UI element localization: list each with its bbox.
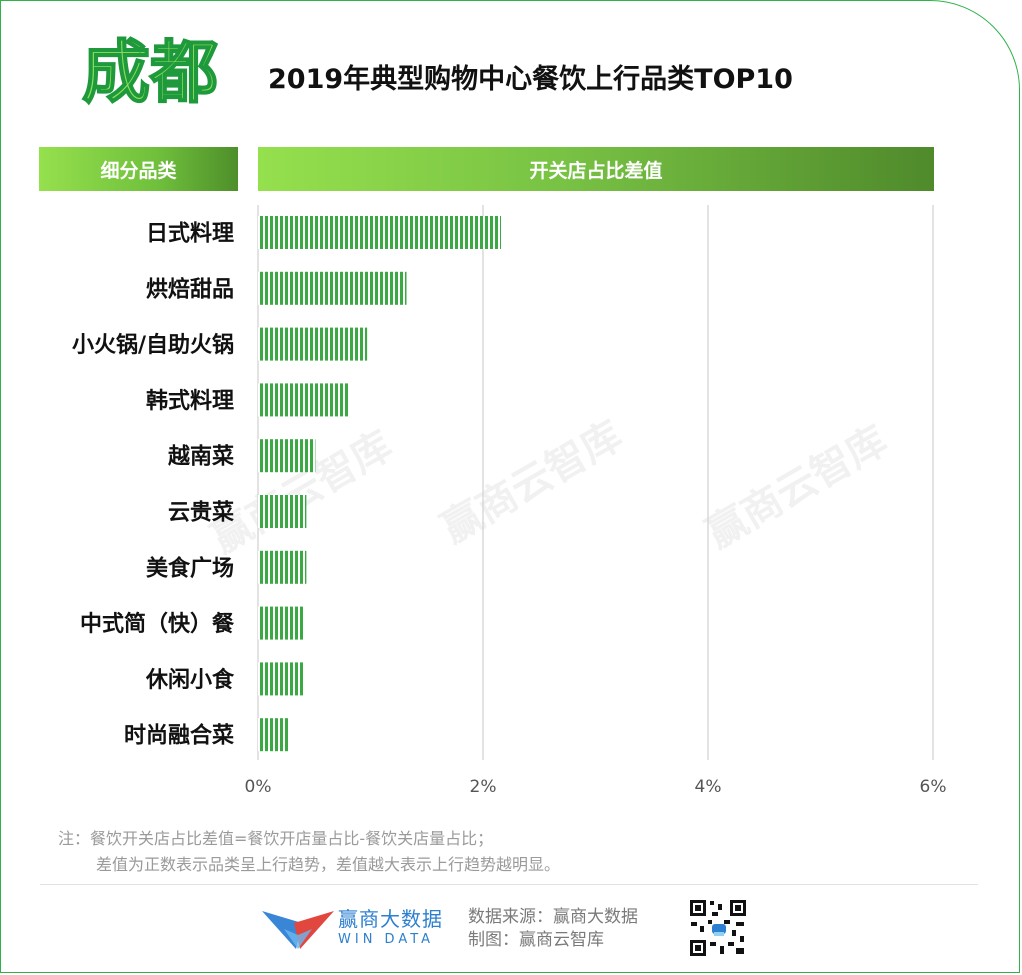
bar-3 <box>258 383 350 417</box>
bar-1 <box>258 271 407 305</box>
category-label: 时尚融合菜 <box>124 723 234 749</box>
chart-maker: 制图：赢商云智库 <box>468 930 604 950</box>
bar-7 <box>258 606 305 640</box>
bar-8 <box>258 662 305 696</box>
bar-5 <box>258 495 307 528</box>
category-label: 越南菜 <box>167 445 234 470</box>
category-label: 云贵菜 <box>168 501 234 526</box>
brand-name-cn: 赢商大数据 <box>338 907 443 931</box>
bar-0 <box>258 216 501 249</box>
category-label: 烘焙甜品 <box>146 276 234 302</box>
category-label: 美食广场 <box>146 555 234 581</box>
bar-6 <box>258 550 307 584</box>
bar-9 <box>258 718 289 752</box>
value-column-header: 开关店占比差值 <box>258 147 934 191</box>
category-label: 中式简（快）餐 <box>80 611 235 637</box>
brand: 赢商大数据 WIN DATA <box>338 907 443 949</box>
footnote-line-2: 差值为正数表示品类呈上行趋势，差值越大表示上行趋势越明显。 <box>96 855 561 874</box>
bar-2 <box>258 327 368 361</box>
x-tick-label: 6% <box>920 777 947 797</box>
chart-title: 2019年典型购物中心餐饮上行品类TOP10 <box>268 64 793 95</box>
source-info: 数据来源：赢商大数据 制图：赢商云智库 <box>468 906 638 952</box>
category-label: 日式料理 <box>146 222 234 247</box>
category-label: 休闲小食 <box>145 667 235 693</box>
x-tick-label: 2% <box>470 777 497 797</box>
category-label: 小火锅/自助火锅 <box>72 332 234 358</box>
footer-divider <box>40 884 978 885</box>
x-tick-label: 0% <box>245 777 272 797</box>
footnote: 注：餐饮开关店占比差值=餐饮开店量占比-餐饮关店量占比； 差值为正数表示品类呈上… <box>58 826 560 878</box>
city-title: 成都 <box>81 33 219 114</box>
qr-code-icon <box>688 898 748 958</box>
category-label: 韩式料理 <box>146 388 234 414</box>
footnote-line-1: 注：餐饮开关店占比差值=餐饮开店量占比-餐饮关店量占比； <box>58 829 494 848</box>
data-source: 数据来源：赢商大数据 <box>468 907 638 927</box>
category-column-header: 细分品类 <box>39 147 238 191</box>
x-tick-label: 4% <box>695 777 722 797</box>
brand-name-en: WIN DATA <box>338 932 435 947</box>
bar-4 <box>258 439 316 473</box>
windata-logo-icon <box>262 911 334 949</box>
